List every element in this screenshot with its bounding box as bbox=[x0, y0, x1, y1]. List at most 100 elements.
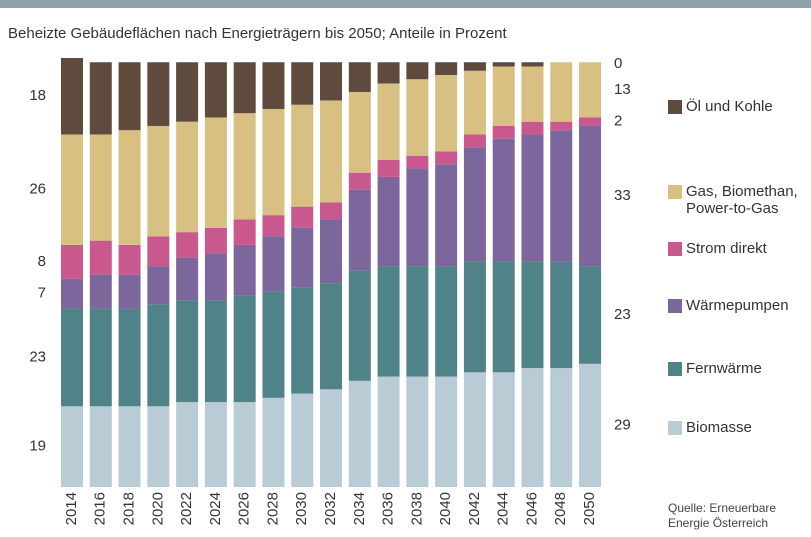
legend-item: Gas, Biomethan, Power-to-Gas bbox=[668, 183, 811, 217]
bar-segment bbox=[492, 138, 515, 262]
legend-swatch bbox=[668, 362, 682, 376]
bar-segment bbox=[406, 155, 429, 169]
bar-segment bbox=[492, 372, 515, 487]
bar-segment bbox=[521, 121, 544, 135]
bar-segment bbox=[204, 253, 227, 301]
bar-segment bbox=[348, 62, 371, 92]
bar-segment bbox=[262, 291, 285, 398]
bar-segment bbox=[435, 266, 458, 377]
bar-segment bbox=[463, 372, 486, 487]
bar-segment bbox=[406, 79, 429, 156]
bar-segment bbox=[233, 113, 256, 220]
x-tick-label: 2018 bbox=[121, 492, 138, 525]
bar-segment bbox=[61, 244, 83, 279]
bar-segment bbox=[521, 368, 544, 487]
x-tick-label: 2040 bbox=[437, 492, 454, 525]
bar-segment bbox=[320, 219, 343, 284]
chart-title: Beheizte Gebäudeflächen nach Energieträg… bbox=[8, 25, 508, 42]
bar-segment bbox=[406, 168, 429, 267]
end-label: 13 bbox=[614, 81, 631, 98]
bar-segment bbox=[406, 62, 429, 80]
bar-segment bbox=[89, 240, 112, 275]
bar-segment bbox=[291, 287, 314, 394]
x-tick-label: 2022 bbox=[178, 492, 195, 525]
bar-segment bbox=[492, 261, 515, 373]
bar-segment bbox=[61, 308, 83, 407]
bar-segment bbox=[348, 270, 371, 381]
end-label: 23 bbox=[614, 306, 631, 323]
bar-segment bbox=[435, 376, 458, 487]
bar-segment bbox=[176, 232, 199, 258]
bar-segment bbox=[147, 236, 170, 267]
bar-segment bbox=[233, 62, 256, 114]
x-tick-label: 2020 bbox=[149, 492, 166, 525]
bar-segment bbox=[492, 62, 515, 67]
bar-segment bbox=[262, 62, 285, 109]
top-band bbox=[0, 0, 811, 8]
x-tick-label: 2038 bbox=[408, 492, 425, 525]
bar-segment bbox=[377, 376, 400, 487]
bar-segment bbox=[61, 58, 83, 135]
bar-segment bbox=[176, 121, 199, 233]
legend-item: Fernwärme bbox=[668, 360, 811, 377]
bar-segment bbox=[463, 62, 486, 71]
legend-label: Öl und Kohle bbox=[686, 98, 773, 115]
bar-segment bbox=[463, 261, 486, 373]
x-tick-label: 2028 bbox=[264, 492, 281, 525]
legend-item: Öl und Kohle bbox=[668, 98, 811, 115]
bar-segment bbox=[176, 62, 199, 122]
bar-segment bbox=[233, 402, 256, 487]
bar-segment bbox=[406, 266, 429, 377]
x-tick-label: 2036 bbox=[380, 492, 397, 525]
bar-segment bbox=[89, 308, 112, 407]
bar-segment bbox=[291, 62, 314, 105]
start-label: 26 bbox=[29, 181, 46, 198]
bar-segment bbox=[291, 393, 314, 487]
bar-segment bbox=[550, 368, 573, 487]
legend-swatch bbox=[668, 299, 682, 313]
legend-item: Biomasse bbox=[668, 419, 811, 436]
bar-segment bbox=[377, 83, 400, 160]
legend-item: Strom direkt bbox=[668, 240, 811, 257]
bar-segment bbox=[89, 134, 112, 241]
bar-segment bbox=[118, 244, 141, 275]
start-label: 19 bbox=[29, 438, 46, 455]
bar-segment bbox=[118, 308, 141, 407]
bar-segment bbox=[204, 227, 227, 254]
bar-segment bbox=[118, 406, 141, 487]
legend-label: Wärmepumpen bbox=[686, 297, 789, 314]
x-tick-label: 2014 bbox=[63, 492, 80, 525]
bar-segment bbox=[233, 219, 256, 245]
bar-segment bbox=[233, 244, 256, 296]
bar-segment bbox=[89, 406, 112, 487]
bar-segment bbox=[463, 147, 486, 262]
bar-segment bbox=[579, 125, 602, 267]
x-tick-label: 2032 bbox=[322, 492, 339, 525]
bar-segment bbox=[463, 134, 486, 148]
bar-segment bbox=[579, 266, 602, 364]
legend-label: Gas, Biomethan, Power-to-Gas bbox=[686, 183, 798, 217]
x-tick-label: 2042 bbox=[466, 492, 483, 525]
x-tick-label: 2046 bbox=[523, 492, 540, 525]
bar-segment bbox=[579, 117, 602, 126]
bar-segment bbox=[262, 236, 285, 292]
end-label: 0 bbox=[614, 55, 622, 72]
legend-swatch bbox=[668, 242, 682, 256]
bar-segment bbox=[147, 125, 170, 237]
legend-item: Wärmepumpen bbox=[668, 297, 811, 314]
bar-segment bbox=[492, 125, 515, 139]
bar-segment bbox=[291, 206, 314, 228]
x-tick-label: 2026 bbox=[236, 492, 253, 525]
bar-segment bbox=[463, 70, 486, 135]
bar-segment bbox=[204, 300, 227, 403]
legend-swatch bbox=[668, 185, 682, 199]
end-label: 29 bbox=[614, 416, 631, 433]
x-tick-label: 2024 bbox=[207, 492, 224, 525]
start-label: 23 bbox=[29, 348, 46, 365]
legend-label: Fernwärme bbox=[686, 360, 762, 377]
bar-segment bbox=[377, 159, 400, 177]
bar-segment bbox=[320, 202, 343, 220]
bar-segment bbox=[61, 406, 83, 487]
bar-segment bbox=[176, 402, 199, 487]
